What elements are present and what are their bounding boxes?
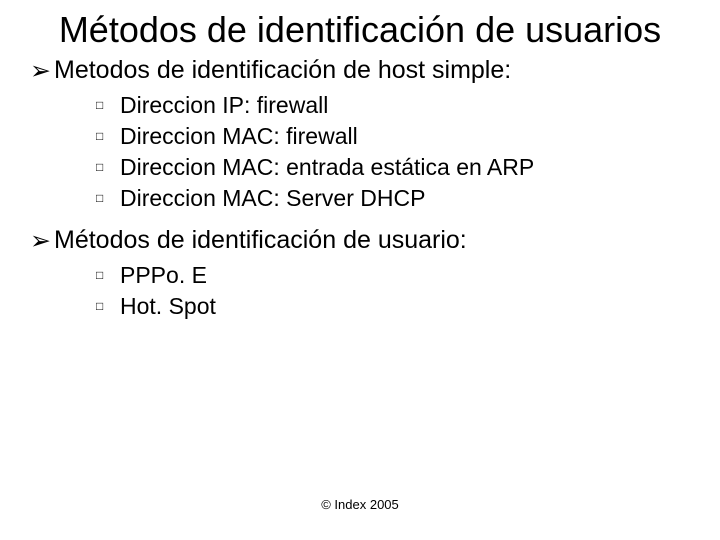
list-item-text: Direccion MAC: firewall	[120, 123, 358, 150]
square-bullet-icon: □	[96, 156, 120, 179]
square-bullet-icon: □	[96, 125, 120, 148]
slide-footer: © Index 2005	[0, 497, 720, 512]
section-heading-text: Metodos de identificación de host simple…	[54, 56, 511, 85]
list-item-text: Hot. Spot	[120, 293, 216, 320]
list-item: □ PPPo. E	[96, 262, 690, 289]
list-item-text: Direccion MAC: entrada estática en ARP	[120, 154, 534, 181]
section-items: □ PPPo. E □ Hot. Spot	[96, 262, 690, 320]
arrow-bullet-icon: ➢	[30, 226, 54, 256]
list-item: □ Direccion MAC: entrada estática en ARP	[96, 154, 690, 181]
list-item: □ Direccion MAC: Server DHCP	[96, 185, 690, 212]
square-bullet-icon: □	[96, 295, 120, 318]
list-item-text: PPPo. E	[120, 262, 207, 289]
list-item: □ Direccion IP: firewall	[96, 92, 690, 119]
arrow-bullet-icon: ➢	[30, 56, 54, 86]
section-heading: ➢ Metodos de identificación de host simp…	[30, 56, 690, 86]
list-item: □ Hot. Spot	[96, 293, 690, 320]
slide-title: Métodos de identificación de usuarios	[0, 0, 720, 50]
section-heading: ➢ Métodos de identificación de usuario:	[30, 226, 690, 256]
slide: Métodos de identificación de usuarios ➢ …	[0, 0, 720, 540]
section-items: □ Direccion IP: firewall □ Direccion MAC…	[96, 92, 690, 212]
square-bullet-icon: □	[96, 264, 120, 287]
section-heading-text: Métodos de identificación de usuario:	[54, 226, 467, 255]
list-item: □ Direccion MAC: firewall	[96, 123, 690, 150]
list-item-text: Direccion IP: firewall	[120, 92, 328, 119]
slide-content: ➢ Metodos de identificación de host simp…	[0, 50, 720, 320]
square-bullet-icon: □	[96, 187, 120, 210]
square-bullet-icon: □	[96, 94, 120, 117]
list-item-text: Direccion MAC: Server DHCP	[120, 185, 425, 212]
